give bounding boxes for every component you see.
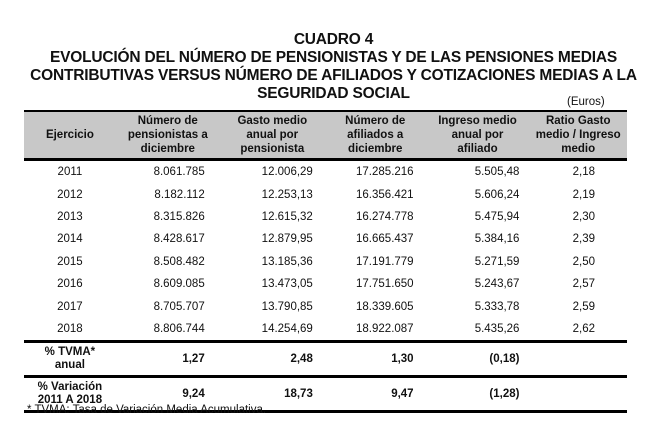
- cell-ratio: 2,57: [572, 278, 595, 291]
- cell-gasto: 14.254,69: [219, 317, 325, 344]
- cell-year: 2012: [57, 188, 83, 201]
- summary-row-variacion: % Variación 2011 A 2018 9,24 18,73 9,47 …: [24, 376, 627, 414]
- table-row: 2015 8.508.482 13.185,36 17.191.779 5.27…: [24, 251, 627, 273]
- cell-ratio: 2,62: [529, 317, 627, 344]
- table-row: 2016 8.609.085 13.473,05 17.751.650 5.24…: [24, 273, 627, 295]
- cell-ratio: 2,19: [572, 188, 595, 201]
- table-header-row: Ejercicio Número de pensionistas a dicie…: [24, 110, 627, 161]
- cell-afiliados: 1,30: [324, 341, 426, 379]
- cell-year: 2016: [57, 278, 83, 291]
- cell-ratio: 2,39: [572, 233, 595, 246]
- cell-ingreso: 5.505,48: [474, 166, 520, 179]
- cell-pensionistas: 9,24: [115, 376, 220, 414]
- cell-afiliados: 16.665.437: [356, 233, 414, 246]
- cell-gasto: 12.253,13: [261, 188, 313, 201]
- cell-pensionistas: 8.428.617: [153, 233, 205, 246]
- cell-afiliados: 17.285.216: [356, 166, 414, 179]
- cell-ratio: [529, 341, 627, 379]
- cell-afiliados: 16.274.778: [356, 210, 414, 223]
- cell-ingreso: 5.475,94: [474, 210, 520, 223]
- column-header-gasto: Gasto medio anual por pensionista: [219, 110, 325, 161]
- summary-label: % TVMA* anual: [24, 341, 116, 379]
- table-subtitle-line-2: CONTRIBUTIVAS VERSUS NÚMERO DE AFILIADOS…: [30, 67, 637, 84]
- column-header-ejercicio: Ejercicio: [24, 110, 116, 161]
- cell-pensionistas: 8.182.112: [154, 188, 205, 201]
- cell-year: 2017: [57, 300, 83, 313]
- cell-year: 2014: [57, 233, 83, 246]
- column-header-ingreso: Ingreso medio anual por afiliado: [425, 110, 530, 161]
- table-row: 2011 8.061.785 12.006,29 17.285.216 5.50…: [24, 160, 627, 184]
- column-header-ratio: Ratio Gasto medio / Ingreso medio: [529, 110, 627, 161]
- cell-ratio: 2,30: [572, 210, 595, 223]
- cell-afiliados: 18.339.605: [356, 300, 414, 313]
- cell-ingreso: 5.384,16: [474, 233, 520, 246]
- summary-row-tvma: % TVMA* anual 1,27 2,48 1,30 (0,18): [24, 341, 627, 379]
- cell-afiliados: 17.751.650: [356, 278, 414, 291]
- cell-ingreso: 5.271,59: [474, 255, 520, 268]
- table-row: 2013 8.315.826 12.615,32 16.274.778 5.47…: [24, 206, 627, 228]
- cell-ingreso: 5.243,67: [474, 278, 520, 291]
- column-header-afiliados: Número de afiliados a diciembre: [324, 110, 426, 161]
- cell-pensionistas: 8.315.826: [153, 210, 205, 223]
- table-row: 2017 8.705.707 13.790,85 18.339.605 5.33…: [24, 295, 627, 317]
- cell-gasto: 2,48: [219, 341, 325, 379]
- cell-pensionistas: 8.508.482: [153, 255, 205, 268]
- table-subtitle-line-1: EVOLUCIÓN DEL NÚMERO DE PENSIONISTAS Y D…: [50, 49, 617, 66]
- cell-ratio: 2,59: [572, 300, 595, 313]
- cell-ingreso: (0,18): [425, 341, 530, 379]
- table-number: CUADRO 4: [293, 31, 374, 48]
- table-row: 2014 8.428.617 12.879,95 16.665.437 5.38…: [24, 228, 627, 250]
- cell-ratio: 2,18: [572, 166, 595, 179]
- cell-pensionistas: 1,27: [115, 341, 220, 379]
- cell-gasto: 12.879,95: [261, 233, 313, 246]
- pensions-table: Ejercicio Número de pensionistas a dicie…: [24, 110, 627, 414]
- cell-ingreso: 5.606,24: [474, 188, 520, 201]
- table-title-block: CUADRO 4 EVOLUCIÓN DEL NÚMERO DE PENSION…: [0, 31, 667, 103]
- cell-gasto: 13.790,85: [261, 300, 313, 313]
- table-row: 2012 8.182.112 12.253,13 16.356.421 5.60…: [24, 183, 627, 205]
- cell-gasto: 12.006,29: [261, 166, 313, 179]
- cell-pensionistas: 8.609.085: [153, 278, 205, 291]
- cell-gasto: 18,73: [219, 376, 325, 414]
- cell-year: 2018: [24, 317, 116, 344]
- cell-ingreso: (1,28): [425, 376, 530, 414]
- table-subtitle-line-3: SEGURIDAD SOCIAL: [257, 85, 410, 102]
- footnote: * TVMA: Tasa de Variación Media Acumulat…: [27, 404, 267, 416]
- cell-pensionistas: 8.705.707: [153, 300, 205, 313]
- column-header-pensionistas: Número de pensionistas a diciembre: [115, 110, 220, 161]
- cell-afiliados: 9,47: [324, 376, 426, 414]
- cell-year: 2011: [57, 166, 83, 179]
- cell-ratio: 2,50: [572, 255, 595, 268]
- units-label: (Euros): [567, 96, 605, 108]
- cell-year: 2013: [57, 210, 83, 223]
- table-row: 2018 8.806.744 14.254,69 18.922.087 5.43…: [24, 317, 627, 344]
- cell-afiliados: 18.922.087: [324, 317, 426, 344]
- cell-pensionistas: 8.061.785: [153, 166, 205, 179]
- cell-pensionistas: 8.806.744: [115, 317, 220, 344]
- cell-year: 2015: [57, 255, 83, 268]
- cell-ingreso: 5.333,78: [474, 300, 520, 313]
- cell-afiliados: 17.191.779: [356, 255, 414, 268]
- cell-ratio: [529, 376, 627, 414]
- summary-label: % Variación 2011 A 2018: [24, 376, 116, 414]
- cell-gasto: 13.473,05: [261, 278, 313, 291]
- cell-gasto: 13.185,36: [261, 255, 313, 268]
- cell-gasto: 12.615,32: [261, 210, 313, 223]
- cell-afiliados: 16.356.421: [356, 188, 414, 201]
- cell-ingreso: 5.435,26: [425, 317, 530, 344]
